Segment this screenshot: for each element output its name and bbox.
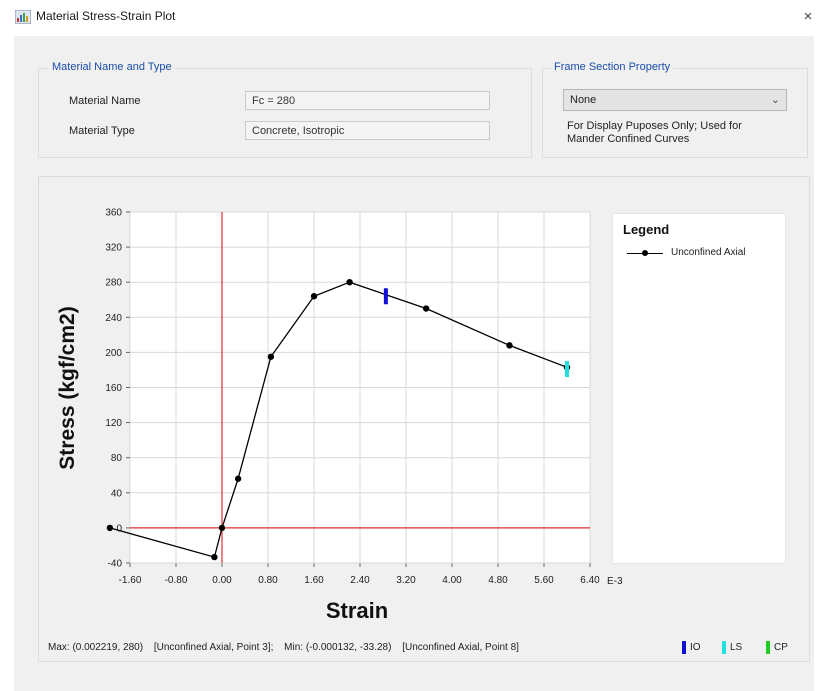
io-swatch: [682, 641, 686, 654]
frame-section-note-line1: For Display Puposes Only; Used for: [567, 120, 742, 132]
frame-section-group-title: Frame Section Property: [551, 61, 674, 73]
cp-swatch: [766, 641, 770, 654]
legend-series-marker: [642, 250, 648, 256]
frame-section-selected: None: [570, 94, 597, 106]
status-line: Max: (0.002219, 280) [Unconfined Axial, …: [48, 642, 527, 653]
ls-swatch: [722, 641, 726, 654]
cp-label: CP: [774, 642, 788, 654]
close-button[interactable]: ×: [788, 0, 828, 34]
chevron-down-icon: ⌄: [770, 94, 780, 106]
title-bar: Material Stress-Strain Plot ×: [0, 0, 828, 34]
material-group-title: Material Name and Type: [49, 61, 175, 73]
material-type-field[interactable]: Concrete, Isotropic: [245, 121, 490, 140]
io-toggle[interactable]: IO: [682, 641, 701, 655]
max-point: [Unconfined Axial, Point 3];: [153, 642, 274, 653]
window-title: Material Stress-Strain Plot: [36, 9, 176, 23]
ls-label: LS: [730, 642, 743, 654]
min-text: Min: (-0.000132, -33.28): [284, 642, 392, 653]
legend-series-label: Unconfined Axial: [671, 247, 746, 258]
frame-section-note-line2: Mander Confined Curves: [567, 133, 690, 145]
ls-toggle[interactable]: LS: [722, 641, 742, 655]
min-point: [Unconfined Axial, Point 8]: [402, 642, 519, 653]
material-group: Material Name and Type Material Name Fc …: [38, 61, 532, 158]
frame-section-group: Frame Section Property None ⌄ For Displa…: [542, 61, 808, 158]
material-type-label: Material Type: [69, 125, 135, 137]
material-name-field[interactable]: Fc = 280: [245, 91, 490, 110]
legend-title: Legend: [623, 222, 670, 237]
chart-app-icon: [15, 10, 31, 24]
chart-legend: Legend Unconfined Axial: [612, 213, 786, 564]
close-icon: ×: [803, 8, 813, 25]
material-name-label: Material Name: [69, 95, 141, 107]
frame-section-note: For Display Puposes Only; Used for Mande…: [567, 120, 742, 146]
frame-section-dropdown[interactable]: None ⌄: [563, 89, 787, 111]
io-label: IO: [690, 642, 701, 654]
max-text: Max: (0.002219, 280): [48, 642, 144, 653]
cp-toggle[interactable]: CP: [766, 641, 788, 655]
